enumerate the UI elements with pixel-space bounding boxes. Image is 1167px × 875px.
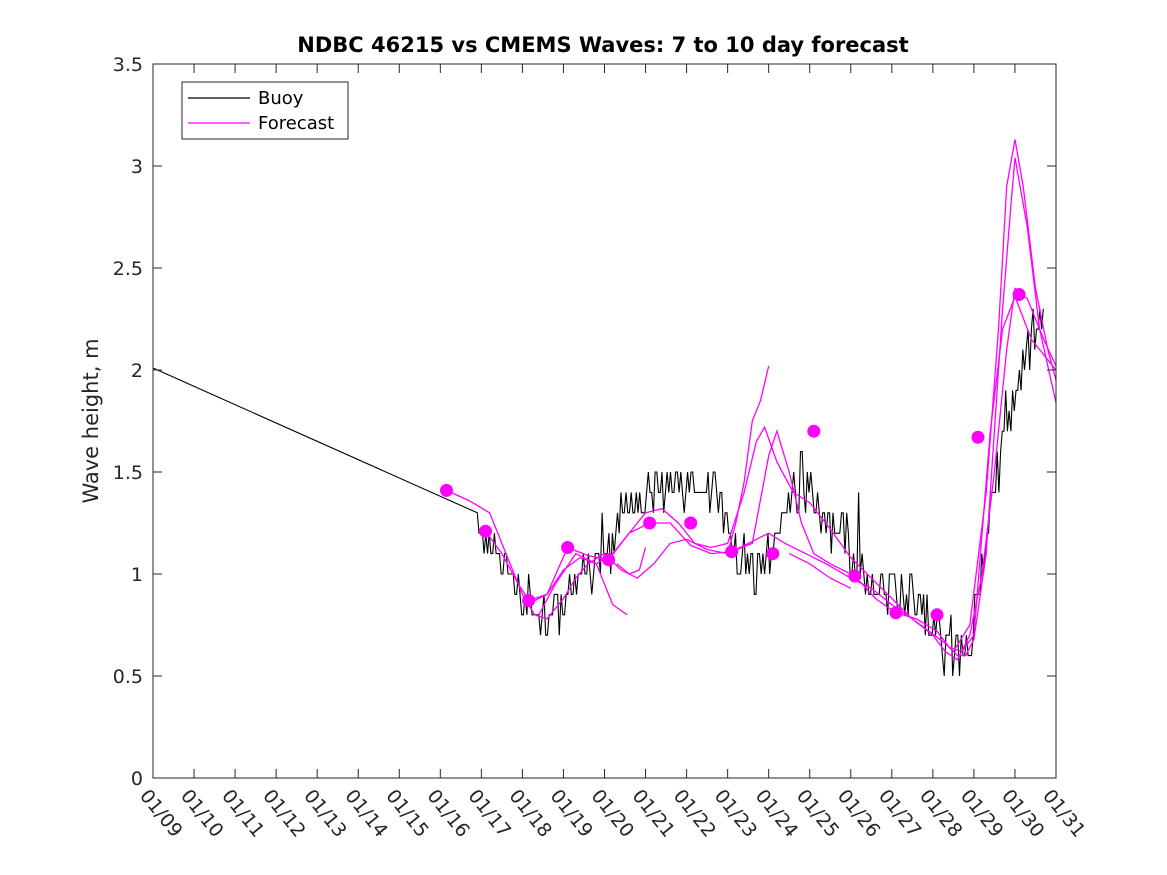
forecast-marker	[479, 524, 492, 538]
legend-label-buoy: Buoy	[258, 88, 304, 109]
forecast-marker	[684, 516, 698, 530]
forecast-line	[446, 287, 1057, 661]
forecast-marker	[643, 516, 657, 530]
y-tick-label: 3	[131, 156, 143, 178]
legend-label-forecast: Forecast	[258, 113, 334, 134]
y-tick-label: 1	[131, 564, 143, 586]
buoy-series	[152, 308, 1044, 677]
y-tick-label: 2.5	[113, 258, 143, 280]
chart-title: NDBC 46215 vs CMEMS Waves: 7 to 10 day f…	[297, 33, 908, 57]
y-axis-label: Wave height, m	[79, 338, 103, 503]
legend: Buoy Forecast	[181, 81, 349, 140]
forecast-line	[528, 294, 1057, 653]
forecast-line	[484, 157, 1057, 657]
y-tick-label: 0	[131, 768, 143, 790]
forecast-marker	[522, 594, 536, 607]
legend-box	[181, 81, 349, 140]
plot-background	[153, 64, 1056, 778]
forecast-marker	[807, 424, 821, 438]
forecast-line	[726, 365, 770, 554]
forecast-marker	[1012, 288, 1026, 301]
forecast-line	[952, 139, 1057, 652]
y-tick-label: 2	[131, 360, 143, 382]
y-tick-label: 1.5	[113, 462, 143, 484]
forecast-line	[538, 552, 628, 616]
forecast-series	[440, 139, 1057, 661]
plot-area	[153, 64, 1056, 778]
forecast-line	[616, 547, 647, 575]
forecast-marker	[971, 430, 985, 444]
forecast-marker	[440, 483, 453, 497]
forecast-marker	[766, 547, 780, 561]
y-tick-label: 3.5	[113, 54, 143, 76]
forecast-marker	[889, 606, 903, 620]
forecast-marker	[848, 569, 862, 583]
forecast-line	[788, 553, 852, 589]
forecast-marker	[725, 545, 739, 559]
forecast-marker	[930, 608, 944, 622]
y-tick-label: 0.5	[113, 666, 143, 688]
buoy-line	[152, 308, 1044, 677]
y-axis-ticks: 0 0.5 1 1.5 2 2.5 3 3.5	[113, 54, 1056, 790]
forecast-marker	[561, 541, 575, 554]
forecast-marker	[602, 553, 616, 567]
